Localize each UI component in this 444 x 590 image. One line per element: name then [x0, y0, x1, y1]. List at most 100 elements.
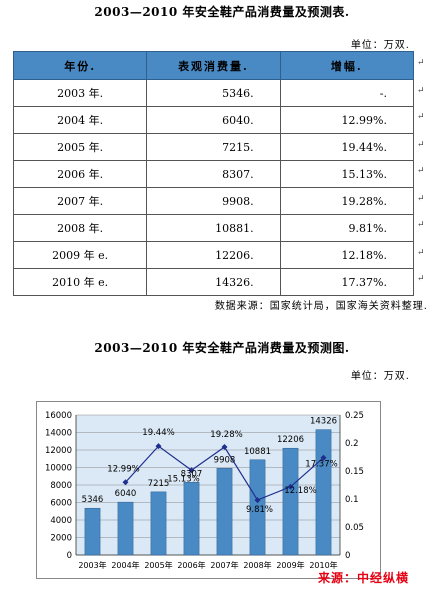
growth-point — [254, 497, 261, 504]
growth-point — [320, 454, 327, 461]
bar-data-label: 14326 — [310, 417, 337, 427]
bar — [183, 482, 200, 556]
x-tick-label: 2005年 — [144, 560, 172, 570]
cell-consumption: 6040. — [146, 106, 281, 134]
right-tick-label: 0 — [345, 551, 350, 561]
bar-data-label: 6040 — [115, 489, 137, 499]
left-tick-label: 10000 — [45, 464, 72, 474]
growth-point — [122, 479, 129, 486]
table-row: 2006 年. 8307. 15.13%. — [12, 160, 415, 188]
left-tick-label: 16000 — [45, 411, 72, 421]
cell-growth: 17.37%. — [279, 268, 415, 296]
bar — [84, 507, 101, 556]
x-tick-label: 2006年 — [177, 560, 205, 570]
table-row: 2005 年. 7215. 19.44%. — [12, 133, 415, 161]
right-tick-label: 0.2 — [345, 439, 359, 449]
cell-year: 2005 年. — [12, 133, 148, 161]
right-tick-label: 0.15 — [345, 467, 364, 477]
source-watermark: 来源：中经纵横 — [318, 571, 410, 585]
table-row: 2003 年. 5346. -. — [12, 79, 415, 107]
left-tick-label: 0 — [67, 551, 72, 561]
cell-year: 2006 年. — [12, 160, 148, 188]
chart-container: 0 2000 4000 6000 8000 10000 12000 14000 16000 0 0.… — [36, 401, 381, 579]
left-tick-label: 8000 — [50, 481, 72, 491]
cell-year: 2003 年. — [12, 79, 148, 107]
cell-consumption: 10881. — [146, 214, 281, 242]
paragraph-mark: ↵ — [417, 112, 425, 122]
cell-year: 2007 年. — [12, 187, 148, 215]
header-consumption: 表观消费量. — [146, 51, 281, 80]
growth-data-label: 12.18% — [284, 486, 316, 496]
x-tick-label: 2010年 — [309, 560, 337, 570]
cell-consumption: 12206. — [146, 241, 281, 269]
header-growth: 增幅. — [279, 51, 415, 80]
paragraph-mark: ↵ — [417, 274, 425, 284]
paragraph-mark: ↵ — [417, 194, 425, 204]
growth-data-label: 15.13% — [167, 474, 199, 484]
source-note: 数据来源：国家统计局，国家海关资料整理. — [214, 301, 428, 312]
left-tick-label: 2000 — [50, 534, 72, 544]
paragraph-mark: ↵ — [417, 86, 425, 96]
table-unit-note: 单位：万双. — [350, 40, 410, 51]
cell-growth: 12.99%. — [279, 106, 415, 134]
chart-title: 2003—2010 年安全鞋产品消费量及预测图. — [94, 341, 350, 355]
growth-point — [188, 467, 195, 474]
paragraph-mark: ↵ — [417, 140, 425, 150]
left-tick-label: 12000 — [45, 446, 72, 456]
cell-growth: 9.81%. — [279, 214, 415, 242]
consumption-table: 年份. 表观消费量. 增幅. 2003 年. 5346. -. 2004 年. … — [12, 51, 415, 296]
x-tick-label: 2007年 — [210, 560, 238, 570]
bar-data-label: 12206 — [277, 435, 304, 445]
cell-growth: -. — [279, 79, 415, 107]
header-year: 年份. — [12, 51, 148, 80]
cell-consumption: 14326. — [146, 268, 281, 296]
bar — [282, 447, 299, 556]
table-row: 2010 年 e. 14326. 17.37%. — [12, 268, 415, 296]
cell-growth: 19.28%. — [279, 187, 415, 215]
bar — [216, 468, 233, 556]
x-tick-label: 2009年 — [276, 560, 304, 570]
bar — [117, 501, 134, 556]
cell-year: 2004 年. — [12, 106, 148, 134]
chart-unit-note: 单位：万双. — [350, 371, 410, 382]
growth-point — [287, 483, 294, 490]
paragraph-mark: ↵ — [417, 248, 425, 258]
right-tick-label: 0.25 — [345, 411, 364, 421]
table-row: 2007 年. 9908. 19.28%. — [12, 187, 415, 215]
cell-consumption: 5346. — [146, 79, 281, 107]
bar-data-label: 8307 — [181, 469, 203, 479]
table-header-row: 年份. 表观消费量. 增幅. — [12, 51, 415, 80]
growth-point — [155, 443, 162, 450]
cell-growth: 19.44%. — [279, 133, 415, 161]
cell-consumption: 9908. — [146, 187, 281, 215]
right-tick-label: 0.1 — [345, 495, 359, 505]
bar — [150, 491, 167, 556]
bar-data-label: 7215 — [148, 479, 170, 489]
cell-year: 2008 年. — [12, 214, 148, 242]
growth-point — [221, 444, 228, 451]
growth-data-label: 17.37% — [305, 460, 337, 470]
bar — [315, 429, 332, 556]
paragraph-mark: ↵ — [417, 166, 425, 176]
combo-chart: 0 2000 4000 6000 8000 10000 12000 14000 16000 0 0.… — [36, 401, 381, 579]
cell-year: 2010 年 e. — [12, 268, 148, 296]
right-tick-label: 0.05 — [345, 523, 364, 533]
x-tick-label: 2004年 — [111, 560, 139, 570]
bar — [249, 459, 266, 556]
bar-data-label: 10881 — [244, 447, 271, 457]
left-tick-label: 14000 — [45, 429, 72, 439]
bar-data-label: 9908 — [214, 455, 236, 465]
growth-data-label: 9.81% — [246, 505, 273, 515]
cell-consumption: 7215. — [146, 133, 281, 161]
cell-growth: 15.13%. — [279, 160, 415, 188]
growth-data-label: 12.99% — [107, 464, 139, 474]
paragraph-mark: ↵ — [417, 58, 425, 68]
bar-data-label: 5346 — [82, 495, 104, 505]
table-row: 2008 年. 10881. 9.81%. — [12, 214, 415, 242]
cell-year: 2009 年 e. — [12, 241, 148, 269]
x-tick-label: 2003年 — [78, 560, 106, 570]
table-title: 2003—2010 年安全鞋产品消费量及预测表. — [94, 5, 350, 19]
table-row: 2009 年 e. 12206. 12.18%. — [12, 241, 415, 269]
left-tick-label: 6000 — [50, 499, 72, 509]
growth-data-label: 19.28% — [210, 430, 242, 440]
